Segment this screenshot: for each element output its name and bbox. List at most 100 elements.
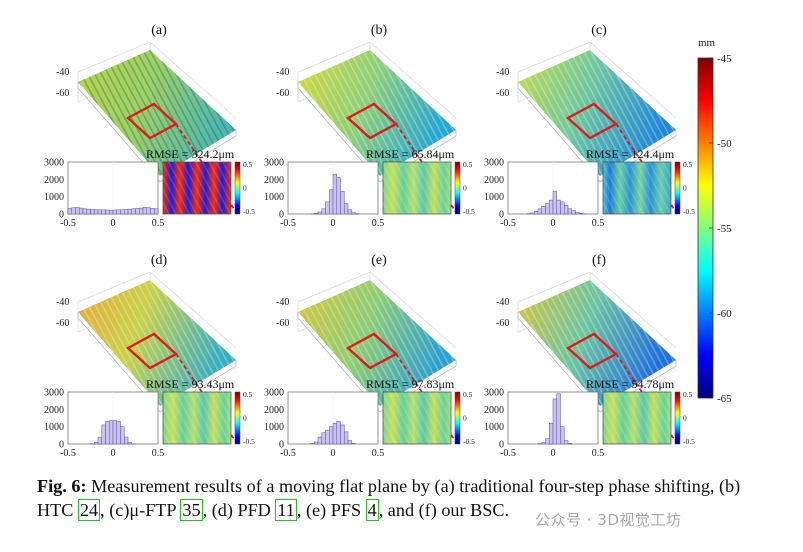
inset-tick: 0 <box>243 414 247 423</box>
histogram-bar <box>124 209 129 215</box>
histogram-bar <box>142 207 147 215</box>
hist-y-tick: 3000 <box>484 158 504 169</box>
z-tick-label: -40 <box>276 297 289 308</box>
hist-y-tick: 1000 <box>264 422 284 433</box>
caption-text: , and (f) our BSC. <box>378 500 510 520</box>
histogram-bar <box>552 191 557 215</box>
histogram-bar <box>116 209 121 215</box>
inset-colorbar <box>234 161 241 215</box>
histogram-bar <box>336 177 341 215</box>
histogram-bar <box>86 208 91 215</box>
hist-y-tick: 2000 <box>484 405 504 416</box>
colorbar-tick: -45 <box>717 53 732 65</box>
hist-x-tick: 0.5 <box>592 448 605 459</box>
z-tick-label: -60 <box>56 318 69 329</box>
inset-tick: -0.5 <box>683 437 695 446</box>
inset-tick: 0 <box>683 414 687 423</box>
histogram-bar <box>344 203 349 215</box>
inset-colorbar <box>454 391 461 445</box>
hist-x-tick: -0.5 <box>60 448 76 459</box>
histogram-bar <box>97 436 102 445</box>
hist-y-tick: 3000 <box>44 158 64 169</box>
histogram-bar <box>109 209 114 215</box>
surface-edge <box>77 82 237 183</box>
surface-texture <box>518 50 676 176</box>
z-tick-label: -40 <box>496 67 509 78</box>
histogram-bar <box>154 208 159 215</box>
histogram-bar <box>537 208 542 215</box>
error-map-inset: 0.5 0 -0.5 <box>382 160 475 216</box>
histogram-bar <box>332 173 337 215</box>
panel-label: (f) <box>592 253 606 268</box>
histogram-bar <box>567 443 572 445</box>
citation-link[interactable]: 35 <box>180 499 203 521</box>
hist-x-tick: 0.5 <box>372 218 385 229</box>
surface-texture <box>298 50 456 176</box>
citation-link[interactable]: 24 <box>77 499 101 521</box>
histogram-bar <box>139 207 144 215</box>
histogram-bar <box>340 424 345 445</box>
error-map-inset: 0.5 0 -0.5 <box>602 390 695 446</box>
histogram-bar <box>567 208 572 215</box>
histogram-bar <box>150 208 155 215</box>
inset-tick: 0 <box>463 184 467 193</box>
caption-text: , (e) PFS <box>296 500 366 520</box>
inset-tick: 0.5 <box>243 390 253 399</box>
histogram-bar <box>112 209 117 215</box>
histogram-bar <box>97 209 102 215</box>
surface-edge <box>297 82 457 183</box>
citation-link[interactable]: 4 <box>365 499 379 521</box>
histogram-bar <box>549 199 554 215</box>
histogram-bar <box>82 208 87 215</box>
hist-x-tick: -0.5 <box>500 448 516 459</box>
hist-x-tick: 0 <box>111 448 116 459</box>
inset-colorbar <box>674 161 681 215</box>
inset-colorbar <box>674 391 681 445</box>
rmse-label: RMSE = 324.2μm <box>146 147 235 161</box>
histogram-bar <box>127 442 132 445</box>
histogram-bar <box>329 189 334 215</box>
histogram-bar <box>344 431 349 445</box>
histogram-bar <box>325 429 330 445</box>
hist-y-tick: 0 <box>279 210 284 221</box>
hist-y-tick: 3000 <box>264 158 284 169</box>
histogram-bar <box>314 441 319 445</box>
error-map-inset: 0.5 0 -0.5 <box>162 390 255 446</box>
inset-tick: 0 <box>683 184 687 193</box>
colorbar-tick: -60 <box>717 308 732 320</box>
histogram-bar <box>347 209 352 215</box>
z-tick-label: -60 <box>276 318 289 329</box>
z-tick-label: -60 <box>276 88 289 99</box>
hist-y-tick: 0 <box>59 210 64 221</box>
inset-tick: 0.5 <box>243 160 253 169</box>
rmse-label: RMSE = 54.78μm <box>586 377 675 391</box>
roi-leader-line <box>175 353 237 443</box>
surface-edge <box>77 312 237 413</box>
histogram-bar <box>560 426 565 445</box>
hist-y-tick: 1000 <box>44 192 64 203</box>
inset-colorbar <box>454 161 461 215</box>
citation-link[interactable]: 11 <box>275 499 297 521</box>
hist-y-tick: 0 <box>499 440 504 451</box>
z-tick-label: -60 <box>496 318 509 329</box>
rmse-label: RMSE = 93.43μm <box>146 377 235 391</box>
histogram-bar <box>340 191 345 215</box>
histogram-bar <box>560 201 565 215</box>
histogram-bar <box>575 212 580 215</box>
hist-x-tick: 0 <box>331 448 336 459</box>
figure-caption: Fig. 6: Measurement results of a moving … <box>37 474 777 522</box>
watermark: 公众号 · 3D视觉工坊 <box>535 511 682 529</box>
hist-x-tick: -0.5 <box>500 218 516 229</box>
hist-x-tick: 0 <box>551 448 556 459</box>
hist-y-tick: 1000 <box>264 192 284 203</box>
histogram-bar <box>556 199 561 215</box>
hist-y-tick: 2000 <box>264 175 284 186</box>
histogram-bar <box>146 207 151 215</box>
hist-x-tick: 0.5 <box>592 218 605 229</box>
histogram-bar <box>351 212 356 215</box>
surface-edge <box>517 312 677 413</box>
